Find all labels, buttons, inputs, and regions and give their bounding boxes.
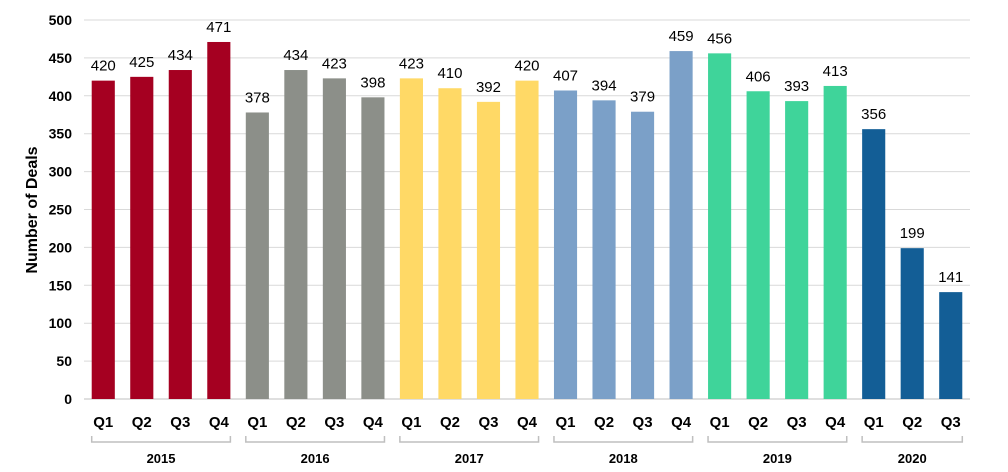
year-bracket (861, 436, 964, 443)
bar (399, 78, 423, 399)
x-tick-label: Q1 (93, 414, 113, 431)
bar (785, 101, 809, 399)
x-tick-label: Q1 (556, 414, 576, 431)
y-tick-label: 100 (49, 315, 73, 331)
bar (322, 78, 346, 399)
y-tick-label: 450 (49, 50, 73, 66)
data-label: 394 (592, 77, 617, 94)
x-tick-label: Q4 (825, 414, 846, 431)
data-label: 423 (322, 55, 347, 72)
bar (438, 88, 462, 399)
bar (631, 111, 655, 399)
y-axis-ticks: 0 50 100 150 200 250 300 350 400 450 500 (49, 12, 73, 407)
bar (245, 112, 269, 399)
bar (207, 41, 231, 400)
data-label: 398 (360, 74, 385, 91)
y-tick-label: 200 (49, 239, 73, 255)
x-tick-label: Q2 (748, 414, 768, 431)
bar (669, 51, 693, 399)
x-tick-label: Q4 (671, 414, 692, 431)
bar (130, 76, 154, 399)
bar (168, 70, 192, 399)
x-tick-label: Q2 (440, 414, 460, 431)
year-bracket (90, 436, 232, 443)
x-tick-label: Q3 (170, 414, 190, 431)
bars (91, 41, 963, 400)
data-label: 356 (861, 106, 886, 123)
data-label: 434 (283, 47, 308, 64)
bar (862, 129, 886, 400)
data-label: 199 (900, 225, 925, 242)
y-tick-label: 0 (64, 391, 72, 407)
data-label: 378 (245, 89, 270, 106)
bar (746, 91, 770, 399)
bar (515, 80, 539, 399)
year-label: 2020 (898, 451, 927, 466)
data-label: 459 (669, 28, 694, 45)
x-axis-quarter-labels: Q1 Q2 Q3 Q4 Q1 Q2 Q3 Q4 Q1 Q2 Q3 Q4 Q1 Q2 Q3 Q4 Q1 Q2 Q3 Q4… (93, 414, 960, 431)
bar (476, 101, 501, 399)
data-labels: 420 425 434 471 378 434 423 398 423 410 392 420 407 3… (91, 19, 964, 286)
bar (91, 80, 115, 399)
year-label: 2015 (147, 451, 176, 466)
data-label: 141 (938, 269, 963, 286)
bar (823, 85, 847, 400)
x-tick-label: Q4 (363, 414, 384, 431)
year-group-brackets: 2015 2016 2017 2018 2019 2020 (90, 436, 964, 466)
data-label: 425 (129, 54, 154, 71)
x-tick-label: Q3 (633, 414, 653, 431)
bar (900, 248, 924, 399)
year-label: 2017 (455, 451, 484, 466)
data-label: 410 (437, 65, 462, 82)
data-label: 456 (707, 30, 732, 47)
y-tick-label: 300 (49, 164, 73, 180)
y-axis-label: Number of Deals (24, 146, 41, 273)
x-tick-label: Q4 (517, 414, 538, 431)
x-tick-label: Q3 (478, 414, 498, 431)
data-label: 434 (168, 47, 193, 64)
y-tick-label: 500 (49, 12, 73, 28)
y-tick-label: 350 (49, 126, 73, 142)
bar (708, 53, 732, 400)
x-tick-label: Q1 (864, 414, 884, 431)
data-label: 393 (784, 78, 809, 95)
x-tick-label: Q3 (941, 414, 961, 431)
data-label: 379 (630, 89, 655, 106)
x-tick-label: Q2 (286, 414, 306, 431)
data-label: 413 (823, 63, 848, 80)
year-bracket (707, 436, 848, 443)
bar (361, 97, 385, 399)
bar (939, 292, 963, 399)
x-tick-label: Q1 (247, 414, 267, 431)
x-tick-label: Q1 (401, 414, 421, 431)
year-bracket (399, 436, 540, 443)
data-label: 423 (399, 55, 424, 72)
year-label: 2016 (301, 451, 330, 466)
bar (284, 70, 308, 399)
year-label: 2018 (609, 451, 638, 466)
year-bracket (245, 436, 386, 443)
data-label: 471 (206, 19, 231, 36)
bar (553, 90, 578, 399)
y-tick-label: 50 (56, 353, 72, 369)
y-tick-label: 400 (49, 88, 73, 104)
data-label: 406 (746, 68, 771, 85)
data-label: 420 (91, 58, 116, 75)
data-label: 392 (476, 79, 501, 96)
year-bracket (553, 436, 694, 443)
x-tick-label: Q3 (324, 414, 344, 431)
x-tick-label: Q4 (209, 414, 230, 431)
x-tick-label: Q2 (902, 414, 922, 431)
bar (592, 100, 616, 400)
x-tick-label: Q1 (710, 414, 730, 431)
data-label: 407 (553, 67, 578, 84)
y-tick-label: 250 (49, 202, 73, 218)
data-label: 420 (514, 58, 539, 75)
year-label: 2019 (763, 451, 792, 466)
y-tick-label: 150 (49, 277, 73, 293)
x-tick-label: Q2 (594, 414, 614, 431)
x-tick-label: Q3 (787, 414, 807, 431)
x-tick-label: Q2 (132, 414, 152, 431)
